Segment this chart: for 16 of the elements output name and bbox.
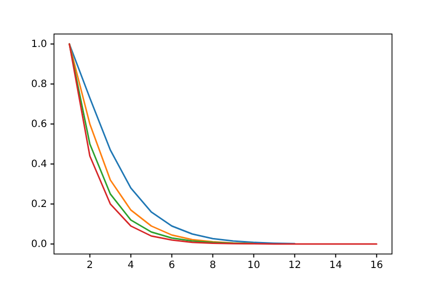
- x-tick-label: 10: [247, 260, 260, 272]
- line-series: [68, 43, 378, 245]
- y-tick-label: 0.6: [31, 119, 47, 130]
- line-series: [68, 43, 296, 244]
- x-tick-label: 2: [86, 260, 94, 272]
- x-tick-label: 12: [288, 260, 302, 272]
- y-tick-label: 0.2: [31, 199, 47, 210]
- y-tick-label: 0.4: [31, 159, 47, 170]
- x-tick-label: 6: [168, 260, 175, 272]
- x-tick-label: 8: [210, 260, 216, 272]
- x-tick-label: 16: [370, 260, 384, 272]
- y-tick-label: 0.0: [31, 239, 47, 250]
- y-tick-label: 0.8: [31, 79, 47, 90]
- y-tick-label: 1.0: [31, 39, 47, 50]
- x-tick-label: 14: [329, 260, 342, 272]
- x-tick-label: 4: [128, 260, 134, 272]
